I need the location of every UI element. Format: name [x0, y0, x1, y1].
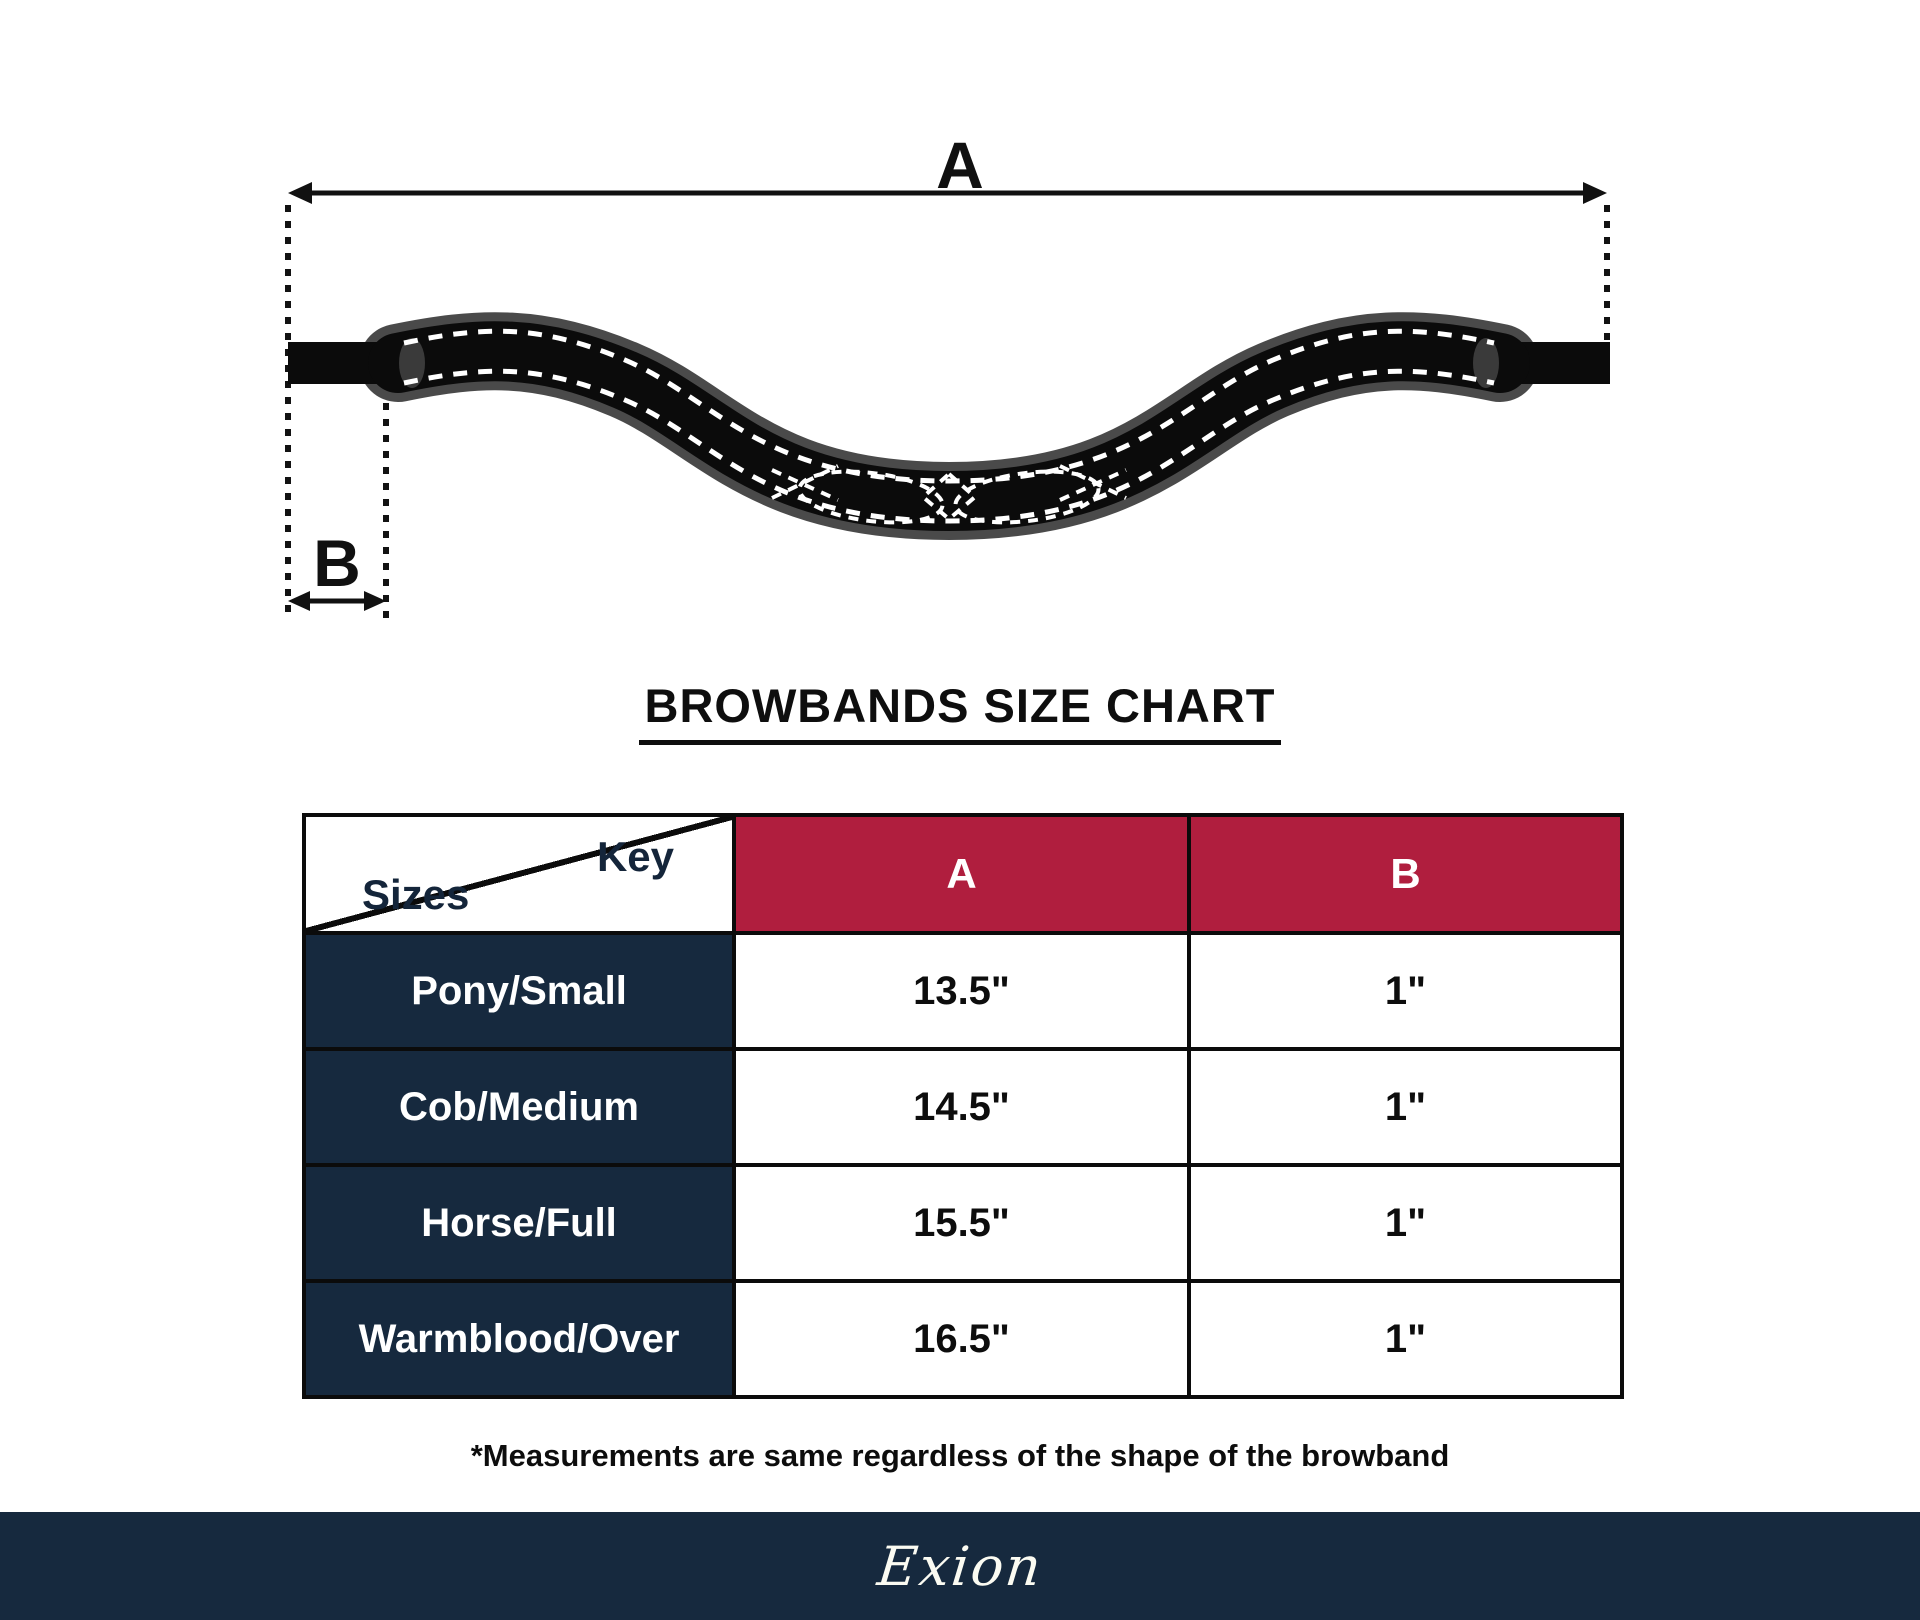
- browband-shape: [288, 312, 1610, 541]
- value-b: 1": [1187, 1047, 1624, 1167]
- dimension-b-arrow: [288, 591, 386, 611]
- table-header-row: Key Sizes A B: [302, 813, 1624, 935]
- table-row: Pony/Small 13.5" 1": [302, 931, 1624, 1051]
- value-a: 13.5": [732, 931, 1191, 1051]
- column-header-b: B: [1187, 813, 1624, 935]
- measurement-footnote: *Measurements are same regardless of the…: [470, 1438, 1450, 1473]
- decorative-stitch-pattern: [771, 464, 1127, 525]
- corner-key-label: Key: [596, 833, 674, 880]
- corner-sizes-label: Sizes: [362, 871, 470, 918]
- brand-logo: Exion: [874, 1534, 1046, 1598]
- row-label: Cob/Medium: [302, 1047, 736, 1167]
- row-label: Horse/Full: [302, 1163, 736, 1283]
- guide-lines: [285, 205, 1610, 618]
- dimension-a-arrow: [288, 182, 1607, 204]
- table-row: Warmblood/Over 16.5" 1": [302, 1279, 1624, 1399]
- size-table: Key Sizes A B Pony/Small 13.5" 1" Cob/Me…: [302, 813, 1624, 1399]
- dimension-a-label: A: [936, 128, 984, 202]
- value-a: 15.5": [732, 1163, 1191, 1283]
- dimension-b-label: B: [313, 526, 361, 600]
- value-b: 1": [1187, 1163, 1624, 1283]
- row-label: Warmblood/Over: [302, 1279, 736, 1399]
- footer-bar: Exion: [0, 1512, 1920, 1620]
- value-a: 16.5": [732, 1279, 1191, 1399]
- page-title: BROWBANDS SIZE CHART: [0, 678, 1920, 745]
- column-header-a: A: [732, 813, 1191, 935]
- corner-cell: Key Sizes: [302, 813, 736, 935]
- table-row: Cob/Medium 14.5" 1": [302, 1047, 1624, 1167]
- value-b: 1": [1187, 1279, 1624, 1399]
- row-label: Pony/Small: [302, 931, 736, 1051]
- value-a: 14.5": [732, 1047, 1191, 1167]
- browband-diagram: A B: [285, 128, 1610, 618]
- value-b: 1": [1187, 931, 1624, 1051]
- table-row: Horse/Full 15.5" 1": [302, 1163, 1624, 1283]
